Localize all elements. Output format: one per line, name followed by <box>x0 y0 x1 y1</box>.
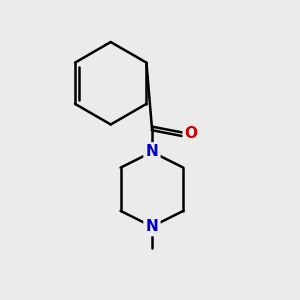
Text: N: N <box>146 219 158 234</box>
Text: O: O <box>185 126 198 141</box>
Text: N: N <box>146 145 158 160</box>
